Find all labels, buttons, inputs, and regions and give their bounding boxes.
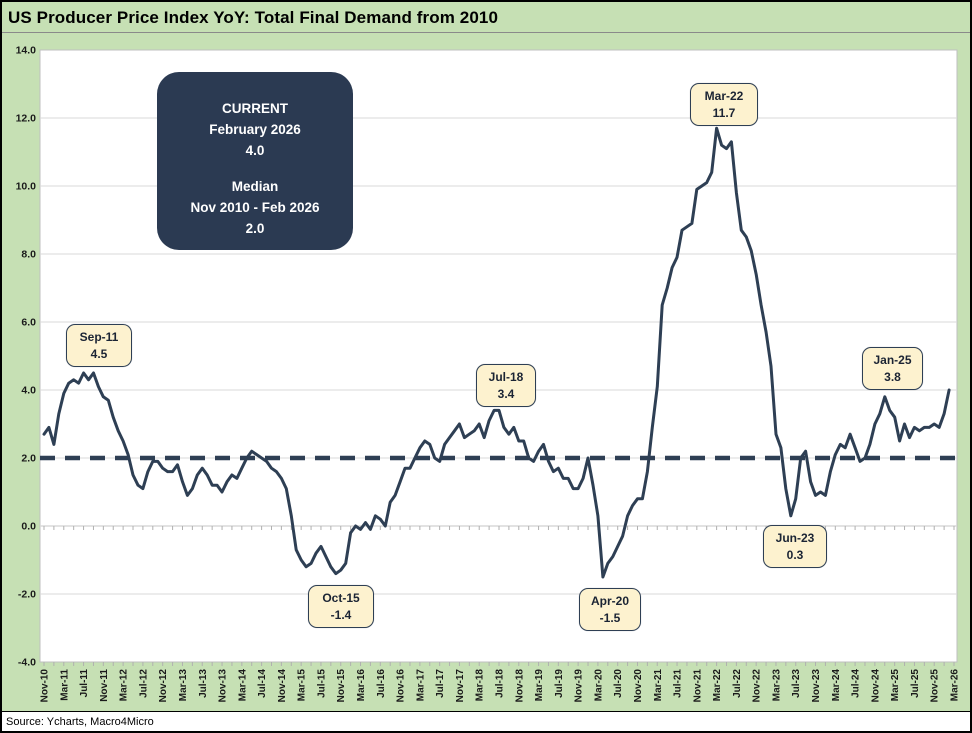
svg-text:Jul-22: Jul-22 xyxy=(732,669,743,698)
svg-text:-2.0: -2.0 xyxy=(18,589,36,601)
svg-text:Jul-16: Jul-16 xyxy=(376,669,387,698)
svg-text:2.0: 2.0 xyxy=(21,453,36,465)
svg-text:Nov-17: Nov-17 xyxy=(455,669,466,703)
svg-text:Mar-24: Mar-24 xyxy=(831,669,842,702)
page-title: US Producer Price Index YoY: Total Final… xyxy=(8,8,499,27)
svg-text:Nov-13: Nov-13 xyxy=(218,669,229,703)
svg-text:Nov-19: Nov-19 xyxy=(574,669,585,703)
svg-text:10.0: 10.0 xyxy=(16,181,37,193)
stats-current-label: CURRENT xyxy=(222,101,288,116)
svg-text:Nov-18: Nov-18 xyxy=(514,669,525,703)
svg-text:Nov-14: Nov-14 xyxy=(277,669,288,703)
svg-text:Mar-18: Mar-18 xyxy=(475,669,486,702)
svg-text:Nov-12: Nov-12 xyxy=(158,669,169,703)
annotation-sep-11: Sep-11 4.5 xyxy=(66,324,132,367)
stats-current-value: 4.0 xyxy=(245,143,265,158)
svg-text:Mar-19: Mar-19 xyxy=(534,669,545,702)
svg-text:Jul-21: Jul-21 xyxy=(673,669,684,698)
stats-median-label: Median xyxy=(231,179,279,194)
svg-text:Mar-14: Mar-14 xyxy=(237,669,248,702)
stats-box: CURRENT February 2026 4.0 Median Nov 201… xyxy=(157,72,353,250)
svg-text:0.0: 0.0 xyxy=(21,521,36,533)
stats-spacer xyxy=(157,161,353,176)
svg-text:Jul-24: Jul-24 xyxy=(851,669,862,698)
svg-text:Jul-15: Jul-15 xyxy=(316,669,327,698)
svg-text:14.0: 14.0 xyxy=(16,45,37,57)
svg-text:4.0: 4.0 xyxy=(21,385,36,397)
svg-text:Nov-25: Nov-25 xyxy=(930,669,941,703)
svg-text:Jul-13: Jul-13 xyxy=(198,669,209,698)
stats-median-period: Nov 2010 - Feb 2026 xyxy=(190,200,320,215)
svg-text:Nov-23: Nov-23 xyxy=(811,669,822,703)
svg-text:Jul-18: Jul-18 xyxy=(495,669,506,698)
svg-text:Nov-22: Nov-22 xyxy=(752,669,763,703)
svg-text:Mar-17: Mar-17 xyxy=(415,669,426,702)
svg-text:Nov-21: Nov-21 xyxy=(692,669,703,703)
svg-text:Mar-25: Mar-25 xyxy=(890,669,901,702)
svg-text:Jul-19: Jul-19 xyxy=(554,669,565,698)
svg-text:6.0: 6.0 xyxy=(21,317,36,329)
svg-text:-4.0: -4.0 xyxy=(18,657,36,669)
svg-text:Mar-13: Mar-13 xyxy=(178,669,189,702)
svg-text:Jul-12: Jul-12 xyxy=(138,669,149,698)
svg-text:Jul-25: Jul-25 xyxy=(910,669,921,698)
annotation-mar-22: Mar-22 11.7 xyxy=(690,83,758,126)
svg-text:Mar-15: Mar-15 xyxy=(297,669,308,702)
svg-text:12.0: 12.0 xyxy=(16,113,37,125)
stats-median-value: 2.0 xyxy=(245,221,265,236)
svg-text:Jul-23: Jul-23 xyxy=(791,669,802,698)
svg-text:Nov-11: Nov-11 xyxy=(99,669,110,702)
svg-text:Mar-26: Mar-26 xyxy=(950,669,961,702)
svg-text:Nov-20: Nov-20 xyxy=(633,669,644,703)
svg-text:Nov-24: Nov-24 xyxy=(870,669,881,703)
svg-text:Mar-20: Mar-20 xyxy=(593,669,604,702)
source-text: Source: Ycharts, Macro4Micro xyxy=(6,716,154,728)
svg-text:Jul-17: Jul-17 xyxy=(435,669,446,698)
svg-text:Mar-23: Mar-23 xyxy=(771,669,782,702)
annotation-jul-18: Jul-18 3.4 xyxy=(476,364,536,407)
stats-current-period: February 2026 xyxy=(209,122,301,137)
source-bar: Source: Ycharts, Macro4Micro xyxy=(2,711,970,731)
svg-text:Jul-20: Jul-20 xyxy=(613,669,624,698)
annotation-apr-20: Apr-20 -1.5 xyxy=(579,588,641,631)
svg-text:8.0: 8.0 xyxy=(21,249,36,261)
annotation-jan-25: Jan-25 3.8 xyxy=(862,347,923,390)
chart-title-bar: US Producer Price Index YoY: Total Final… xyxy=(2,2,970,33)
svg-text:Nov-15: Nov-15 xyxy=(336,669,347,703)
svg-text:Jul-14: Jul-14 xyxy=(257,669,268,698)
svg-text:Nov-10: Nov-10 xyxy=(40,669,51,703)
annotation-oct-15: Oct-15 -1.4 xyxy=(308,585,374,628)
annotation-jun-23: Jun-23 0.3 xyxy=(763,525,827,568)
svg-text:Mar-22: Mar-22 xyxy=(712,669,723,702)
svg-text:Mar-11: Mar-11 xyxy=(59,669,70,701)
svg-text:Mar-16: Mar-16 xyxy=(356,669,367,702)
svg-text:Nov-16: Nov-16 xyxy=(396,669,407,703)
svg-text:Mar-21: Mar-21 xyxy=(653,669,664,702)
svg-text:Mar-12: Mar-12 xyxy=(119,669,130,702)
svg-text:Jul-11: Jul-11 xyxy=(79,669,90,698)
